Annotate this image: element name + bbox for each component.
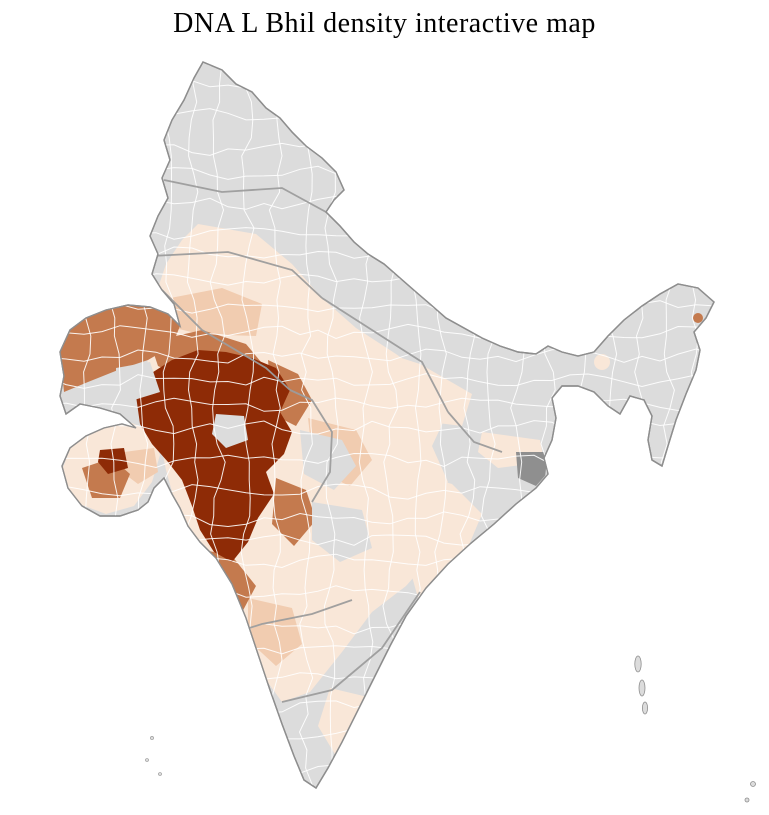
island-nicobar-2[interactable]: [744, 797, 750, 803]
district-cluster-very-low-odisha[interactable]: [398, 468, 482, 606]
island-andaman-north[interactable]: [634, 655, 642, 673]
district-spot-medium-arunachal[interactable]: [693, 313, 703, 323]
state-border-rajasthan-gujarat: [161, 289, 291, 391]
island-lakshadweep-2[interactable]: [145, 758, 149, 762]
district-spot-high-saurashtra[interactable]: [98, 448, 128, 474]
district-cluster-medium-kutch[interactable]: [60, 305, 180, 392]
district-no-data-inside-core[interactable]: [212, 414, 248, 448]
page-title: DNA L Bhil density interactive map: [173, 8, 596, 39]
island-andaman-south[interactable]: [642, 701, 649, 715]
island-nicobar-1[interactable]: [750, 781, 756, 787]
district-cluster-high-core[interactable]: [136, 350, 292, 562]
district-no-data-rann[interactable]: [116, 362, 160, 400]
island-lakshadweep-3[interactable]: [158, 772, 162, 776]
state-border-andhra-karnataka: [281, 591, 421, 703]
state-border-mp-up: [321, 297, 449, 413]
lakshadweep-islands[interactable]: [145, 736, 162, 776]
density-regions: [60, 62, 714, 788]
district-spot-very-low-assam[interactable]: [594, 354, 610, 370]
state-border-punjab-rajasthan: [151, 251, 323, 299]
island-andaman-middle[interactable]: [638, 679, 646, 697]
andaman-nicobar-islands[interactable]: [634, 655, 756, 803]
state-border-kashmir-south: [163, 179, 327, 213]
district-cluster-low-north-rajasthan[interactable]: [160, 288, 262, 336]
district-cluster-low-kathiawar-east[interactable]: [122, 448, 158, 484]
district-cluster-very-low-up[interactable]: [358, 344, 472, 426]
district-cluster-medium-west-coast-strip[interactable]: [178, 560, 222, 648]
district-cluster-low-karnataka[interactable]: [248, 598, 302, 666]
district-dark-gray-sundarbans[interactable]: [516, 452, 550, 486]
state-border-bihar-jharkhand: [447, 411, 503, 453]
island-lakshadweep-1[interactable]: [150, 736, 154, 740]
state-border-mp-maharashtra: [289, 389, 333, 503]
